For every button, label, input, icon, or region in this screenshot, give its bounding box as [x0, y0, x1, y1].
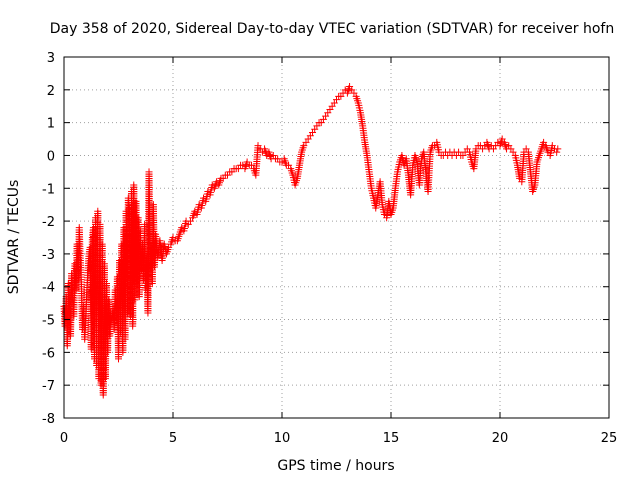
- grid-lines: [64, 57, 609, 418]
- axis-ticks: 0 5 10 15 20 25 -8 -7 -6 -5 -4 -3 -2 -1 0 1 2 3: [42, 51, 617, 446]
- y-tick-label: 0: [47, 149, 55, 164]
- y-axis-label: SDTVAR / TECUs: [6, 180, 22, 295]
- y-tick-label: 2: [47, 84, 55, 99]
- y-tick-label: 1: [47, 117, 55, 132]
- x-tick-label: 0: [60, 431, 68, 446]
- data-point: [554, 145, 562, 153]
- y-tick-label: -2: [42, 215, 55, 230]
- x-tick-label: 10: [274, 431, 291, 446]
- y-tick-label: -8: [42, 412, 55, 427]
- x-tick-label: 5: [169, 431, 177, 446]
- plot-frame: [63, 56, 610, 419]
- x-axis-label: GPS time / hours: [277, 458, 394, 474]
- x-tick-label: 20: [492, 431, 509, 446]
- y-tick-label: -3: [42, 248, 55, 263]
- y-tick-label: -5: [42, 314, 55, 329]
- y-tick-label: -4: [42, 281, 55, 296]
- x-tick-label: 15: [383, 431, 400, 446]
- data-points: [60, 83, 562, 399]
- data-point: [553, 148, 561, 156]
- chart-title: Day 358 of 2020, Sidereal Day-to-day VTE…: [50, 21, 614, 37]
- y-tick-label: 3: [47, 51, 55, 66]
- y-tick-label: -6: [42, 346, 55, 361]
- y-tick-label: -7: [42, 379, 55, 394]
- x-tick-label: 25: [601, 431, 618, 446]
- y-tick-label: -1: [42, 182, 55, 197]
